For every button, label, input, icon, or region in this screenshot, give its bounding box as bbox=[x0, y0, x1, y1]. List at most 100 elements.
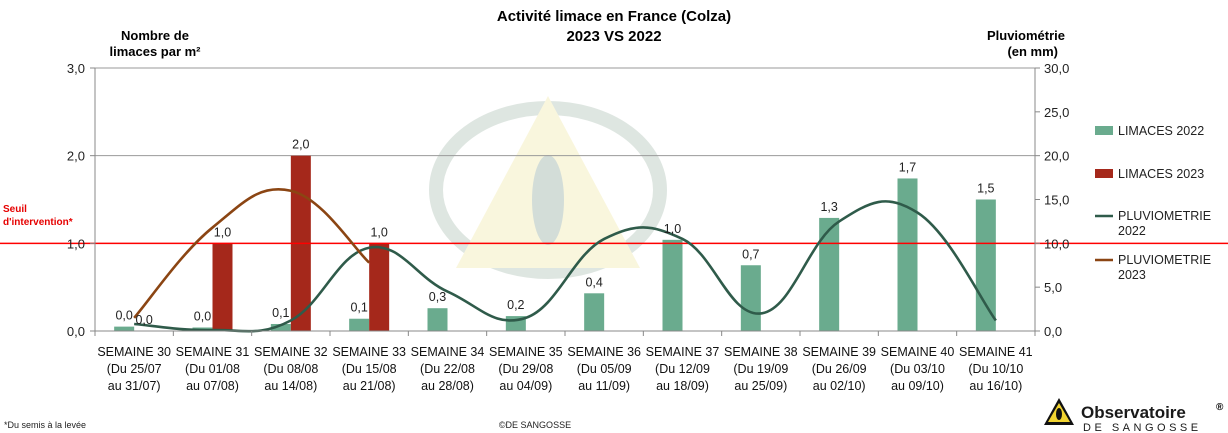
threshold-label-line2: d'intervention* bbox=[3, 217, 73, 228]
x-tick-label: (Du 25/07 bbox=[107, 362, 162, 376]
x-tick-label: SEMAINE 38 bbox=[724, 345, 798, 359]
bar-limaces-2022 bbox=[975, 199, 996, 331]
right-tick-label: 5,0 bbox=[1044, 280, 1062, 295]
chart-title-line2: 2023 VS 2022 bbox=[566, 28, 661, 45]
legend-swatch bbox=[1095, 126, 1113, 135]
x-tick-label: SEMAINE 36 bbox=[567, 345, 641, 359]
x-tick-label: au 31/07) bbox=[108, 379, 161, 393]
x-tick-label: au 18/09) bbox=[656, 379, 709, 393]
right-tick-label: 25,0 bbox=[1044, 105, 1069, 120]
left-axis-title-line2: limaces par m² bbox=[109, 44, 201, 59]
x-tick-label: SEMAINE 37 bbox=[646, 345, 720, 359]
legend-label: LIMACES 2023 bbox=[1118, 167, 1204, 181]
threshold-label-line1: Seuil bbox=[3, 204, 27, 215]
x-tick-label: au 14/08) bbox=[264, 379, 317, 393]
x-tick-label: (Du 15/08 bbox=[342, 362, 397, 376]
x-tick-label: au 16/10) bbox=[969, 379, 1022, 393]
x-tick-label: (Du 19/09 bbox=[733, 362, 788, 376]
bar-data-label: 2,0 bbox=[292, 138, 309, 152]
legend-item: LIMACES 2023 bbox=[1095, 167, 1204, 181]
bars bbox=[114, 155, 996, 331]
data-labels: 0,0 0,0 0,1 0,10,30,20,41,00,71,31,71,50,01… bbox=[115, 138, 994, 327]
x-tick-label: SEMAINE 35 bbox=[489, 345, 563, 359]
logo-registered-mark: ® bbox=[1216, 402, 1224, 413]
left-tick-label: 3,0 bbox=[67, 61, 85, 76]
x-tick-label: au 09/10) bbox=[891, 379, 944, 393]
x-tick-label: au 07/08) bbox=[186, 379, 239, 393]
bar-data-label: 0,1 bbox=[272, 306, 289, 320]
footnote: *Du semis à la levée bbox=[4, 420, 86, 430]
x-tick-label: (Du 10/10 bbox=[968, 362, 1023, 376]
x-tick-label: SEMAINE 34 bbox=[411, 345, 485, 359]
left-axis-title-line1: Nombre de bbox=[121, 28, 189, 43]
x-tick-label: SEMAINE 30 bbox=[97, 345, 171, 359]
right-tick-label: 15,0 bbox=[1044, 193, 1069, 208]
x-tick-label: au 25/09) bbox=[734, 379, 787, 393]
x-tick-label: au 04/09) bbox=[499, 379, 552, 393]
bar-data-label: 0,0 bbox=[115, 309, 132, 323]
left-tick-label: 1,0 bbox=[67, 236, 85, 251]
x-tick-label: (Du 26/09 bbox=[812, 362, 867, 376]
copyright: ©DE SANGOSSE bbox=[499, 420, 571, 430]
bar-limaces-2022 bbox=[114, 326, 135, 331]
x-tick-label: (Du 03/10 bbox=[890, 362, 945, 376]
legend-label: PLUVIOMETRIE bbox=[1118, 253, 1211, 267]
left-tick-label: 0,0 bbox=[67, 324, 85, 339]
legend-item: LIMACES 2022 bbox=[1095, 124, 1204, 138]
right-tick-label: 0,0 bbox=[1044, 324, 1062, 339]
x-tick-label: (Du 12/09 bbox=[655, 362, 710, 376]
axes: 0,0 1,0 2,0 3,0 0,0 5,0 10,0 15,0 20,0 25,0 30,0 SE… bbox=[67, 61, 1069, 393]
x-tick-label: (Du 01/08 bbox=[185, 362, 240, 376]
bar-limaces-2022 bbox=[819, 217, 840, 331]
bar-data-label: 1,0 bbox=[370, 225, 387, 239]
bar-data-label: 1,5 bbox=[977, 182, 994, 196]
lines bbox=[133, 188, 997, 333]
x-tick-label: SEMAINE 32 bbox=[254, 345, 328, 359]
bar-limaces-2022 bbox=[270, 323, 291, 331]
line-pluviometrie-2022 bbox=[134, 200, 997, 333]
bar-limaces-2022 bbox=[740, 265, 761, 331]
x-tick-label: au 11/09) bbox=[578, 379, 630, 393]
logo-name: Observatoire bbox=[1081, 403, 1186, 422]
right-axis-title-line2: (en mm) bbox=[1007, 44, 1058, 59]
bar-data-label: 0,0 bbox=[135, 313, 152, 327]
watermark-logo bbox=[429, 96, 667, 279]
observatoire-logo: Observatoire ® DE SANGOSSE bbox=[1044, 398, 1224, 433]
bar-data-label: 1,0 bbox=[214, 225, 231, 239]
right-axis-title-line1: Pluviométrie bbox=[987, 28, 1065, 43]
legend-label: PLUVIOMETRIE bbox=[1118, 209, 1211, 223]
bar-limaces-2022 bbox=[662, 239, 683, 331]
x-tick-label: au 02/10) bbox=[813, 379, 866, 393]
line-pluviometrie-2023 bbox=[133, 188, 371, 319]
right-tick-label: 20,0 bbox=[1044, 149, 1069, 164]
bar-data-label: 1,3 bbox=[820, 200, 837, 214]
x-tick-label: au 21/08) bbox=[343, 379, 396, 393]
bar-limaces-2022 bbox=[897, 178, 918, 331]
x-tick-label: (Du 05/09 bbox=[577, 362, 632, 376]
x-tick-label: SEMAINE 40 bbox=[881, 345, 955, 359]
x-tick-label: SEMAINE 31 bbox=[176, 345, 250, 359]
x-tick-label: SEMAINE 33 bbox=[332, 345, 406, 359]
bar-limaces-2022 bbox=[584, 293, 605, 331]
x-tick-label: (Du 08/08 bbox=[263, 362, 318, 376]
bar-data-label: 0,1 bbox=[350, 301, 367, 315]
x-tick-label: (Du 22/08 bbox=[420, 362, 475, 376]
bar-data-label: 0,7 bbox=[742, 247, 759, 261]
right-tick-label: 30,0 bbox=[1044, 61, 1069, 76]
bar-limaces-2022 bbox=[349, 318, 370, 331]
bar-data-label: 1,7 bbox=[899, 160, 916, 174]
x-tick-label: SEMAINE 39 bbox=[802, 345, 876, 359]
bar-data-label: 0,0 bbox=[194, 309, 211, 323]
bar-data-label: 0,2 bbox=[507, 298, 524, 312]
chart-title-line1: Activité limace en France (Colza) bbox=[497, 8, 731, 25]
bar-data-label: 1,0 bbox=[664, 222, 681, 236]
logo-subtitle: DE SANGOSSE bbox=[1083, 422, 1202, 433]
legend-label: 2022 bbox=[1118, 224, 1146, 238]
legend-swatch bbox=[1095, 169, 1113, 178]
x-tick-label: au 28/08) bbox=[421, 379, 474, 393]
bar-limaces-2022 bbox=[427, 308, 448, 331]
bar-data-label: 0,3 bbox=[429, 290, 446, 304]
